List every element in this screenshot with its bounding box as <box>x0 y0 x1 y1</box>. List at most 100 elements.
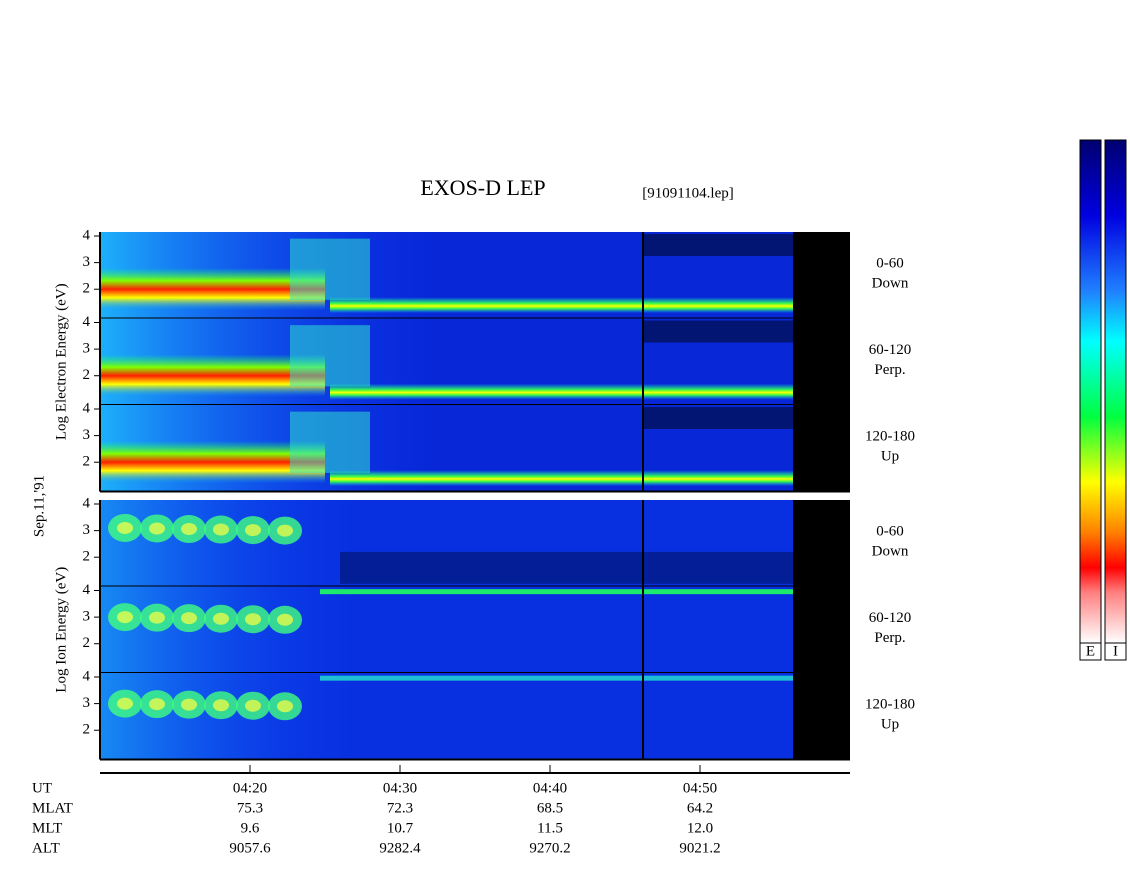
x-tick-label: 04:50 <box>683 780 717 796</box>
ion-core <box>181 523 197 536</box>
ephemeris-value: 9057.6 <box>229 840 271 856</box>
y-tick-label: 2 <box>83 549 91 565</box>
dark-top <box>643 234 793 256</box>
y-tick-label: 3 <box>83 609 91 625</box>
ion-core <box>213 612 229 625</box>
ion-core <box>213 523 229 536</box>
ephemeris-name: MLAT <box>32 800 73 816</box>
no-data <box>793 318 850 405</box>
panel-direction: Up <box>881 449 899 465</box>
y-tick-label: 4 <box>83 227 91 243</box>
haze <box>100 500 360 587</box>
y-tick-label: 2 <box>83 454 91 470</box>
ion-core <box>245 699 261 712</box>
ephemeris-value: 11.5 <box>537 820 563 836</box>
y-tick-label: 4 <box>83 582 91 598</box>
ephemeris-value: 9270.2 <box>529 840 570 856</box>
colorbar-label: E <box>1086 643 1095 659</box>
no-data <box>793 405 850 492</box>
y-tick-label: 3 <box>83 254 91 270</box>
colorbar-label-box <box>1104 642 1127 661</box>
hot-band <box>100 267 325 311</box>
ion-core <box>117 521 133 534</box>
panel-name: 120-180 <box>865 697 915 713</box>
colorbar-label-box <box>1079 642 1102 661</box>
y-tick-label: 2 <box>83 281 91 297</box>
chart-title: EXOS-D LEP <box>420 175 545 200</box>
colorbar-label: I <box>1113 643 1118 659</box>
ephemeris-name: MLT <box>32 820 62 836</box>
ephemeris-value: 75.3 <box>237 800 263 816</box>
y-tick-label: 3 <box>83 427 91 443</box>
panel-name: 60-120 <box>869 610 912 626</box>
no-data <box>793 232 850 319</box>
hot-band <box>100 440 325 484</box>
ion-core <box>277 700 293 713</box>
ion-core <box>149 611 165 624</box>
y-axis-label: Log Electron Energy (eV) <box>53 283 69 440</box>
x-tick-label: 04:20 <box>233 780 267 796</box>
ion-core <box>149 522 165 535</box>
top-band <box>320 589 793 595</box>
panel-name: 0-60 <box>876 524 904 540</box>
dark-top <box>643 320 793 343</box>
x-tick-label: 04:40 <box>533 780 567 796</box>
line-band <box>330 470 793 487</box>
top-band <box>320 675 793 681</box>
panel-direction: Perp. <box>874 630 905 646</box>
panel-name: 60-120 <box>869 342 912 358</box>
dark-band <box>340 551 793 584</box>
ephemeris-value: 9282.4 <box>379 840 421 856</box>
cool-blob <box>290 325 370 387</box>
y-tick-label: 2 <box>83 722 91 738</box>
cool-blob <box>290 238 370 300</box>
ephemeris-value: 64.2 <box>687 800 713 816</box>
panel-name: 0-60 <box>876 256 904 272</box>
ion-core <box>277 524 293 537</box>
cool-blob <box>290 411 370 473</box>
ion-core <box>117 611 133 624</box>
y-tick-label: 3 <box>83 695 91 711</box>
y-tick-label: 3 <box>83 341 91 357</box>
ephemeris-value: 9021.2 <box>679 840 720 856</box>
no-data <box>793 586 850 673</box>
y-axis-label: Log Ion Energy (eV) <box>53 567 69 693</box>
file-label: [91091104.lep] <box>642 185 734 201</box>
colorbar <box>1079 139 1102 644</box>
ephemeris-value: 10.7 <box>387 820 414 836</box>
ephemeris-value: 9.6 <box>241 820 260 836</box>
line-band <box>330 383 793 400</box>
ion-core <box>117 697 133 710</box>
panel-direction: Down <box>872 544 909 560</box>
ion-core <box>277 613 293 626</box>
panel-name: 120-180 <box>865 429 915 445</box>
x-axis-label: UT <box>32 780 52 796</box>
ephemeris-value: 68.5 <box>537 800 563 816</box>
y-tick-label: 4 <box>83 668 91 684</box>
y-tick-label: 4 <box>83 314 91 330</box>
y-tick-label: 4 <box>83 400 91 416</box>
dark-top <box>643 407 793 429</box>
ephemeris-value: 12.0 <box>687 820 713 836</box>
line-band <box>330 297 793 314</box>
ion-core <box>213 699 229 712</box>
ion-core <box>149 698 165 711</box>
ion-core <box>181 698 197 711</box>
colorbar <box>1104 139 1127 644</box>
ion-core <box>181 612 197 625</box>
x-tick-label: 04:30 <box>383 780 417 796</box>
ion-core <box>245 524 261 537</box>
no-data <box>793 673 850 760</box>
ion-core <box>245 613 261 626</box>
y-tick-label: 4 <box>83 495 91 511</box>
date-label: Sep.11,'91 <box>31 475 47 537</box>
ephemeris-name: ALT <box>32 840 60 856</box>
hot-band <box>100 354 325 398</box>
y-tick-label: 2 <box>83 367 91 383</box>
y-tick-label: 2 <box>83 635 91 651</box>
y-tick-label: 3 <box>83 522 91 538</box>
no-data <box>793 500 850 587</box>
ephemeris-value: 72.3 <box>387 800 413 816</box>
panel-direction: Up <box>881 717 899 733</box>
